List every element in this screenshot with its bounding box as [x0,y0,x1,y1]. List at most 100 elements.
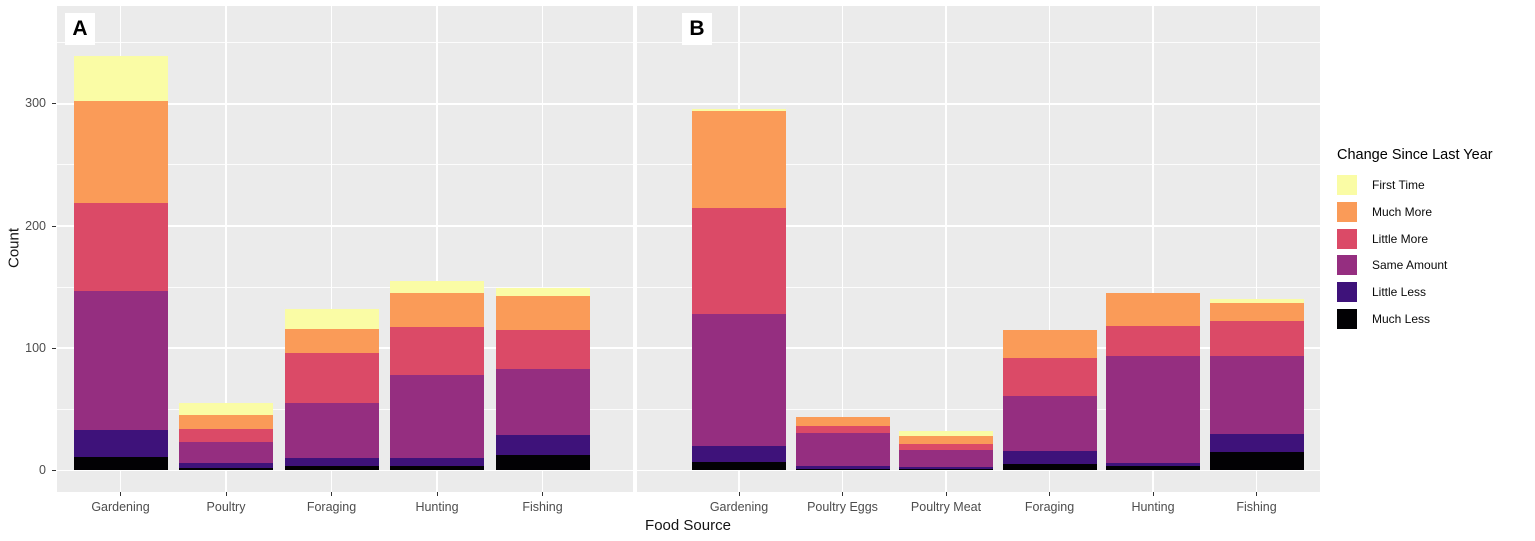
gridline-minor [637,42,1320,44]
bar-segment-poultry-meat-little-more [899,443,993,450]
bar-segment-fishing-same-amount [1209,355,1304,434]
y-tick-label: 0 [39,463,46,477]
legend-label: Same Amount [1372,258,1448,273]
bar-segment-poultry-meat-same-amount [899,449,993,467]
bar-segment-poultry-eggs-much-more [795,416,890,427]
gridline-major [637,347,1320,350]
legend-item-little-more: Little More [1337,228,1493,249]
x-axis-tick [738,492,740,496]
bar-segment-gardening-much-more [73,101,168,203]
gridline-vertical [1255,6,1258,492]
x-axis-tick [331,492,332,496]
legend-swatch-same-amount [1337,255,1357,276]
bar-segment-poultry-meat-much-less [899,469,993,471]
bar-segment-hunting-same-amount [1106,355,1200,464]
bar-segment-gardening-much-less [692,461,786,471]
gridline-minor [637,286,1320,288]
bar-segment-poultry-little-more [179,428,273,443]
x-axis-tick [1049,492,1050,496]
x-tick-label: Fishing [1236,500,1277,514]
legend-swatch-much-more [1337,201,1357,222]
bar-segment-foraging-first-time [284,309,379,329]
y-axis-title: Count [5,227,23,269]
legend-item-little-less: Little Less [1337,282,1493,303]
bar-segment-gardening-little-more [73,202,168,291]
x-axis-tick [842,492,843,496]
bar-segment-gardening-little-less [73,430,168,458]
y-tick-label: 100 [25,340,46,355]
bar-segment-gardening-same-amount [73,290,168,431]
legend-label: Much More [1372,204,1433,219]
x-tick-label: Fishing [522,500,563,514]
gridline-minor [57,42,633,44]
x-axis-tick [1256,492,1257,496]
gridline-vertical [436,6,438,492]
gridline-major [57,102,633,105]
gridline-major [637,225,1320,227]
bar-segment-gardening-little-less [692,446,786,462]
gridline-major [57,469,633,472]
legend-swatch-little-more [1337,228,1357,249]
bar-segment-poultry-eggs-much-less [795,469,890,471]
bar-segment-fishing-much-less [495,454,590,471]
gridline-major [57,225,633,227]
gridline-vertical [1152,6,1154,492]
gridline-vertical [841,6,844,492]
bar-segment-poultry-eggs-same-amount [795,432,890,466]
gridline-vertical [225,6,227,492]
legend-swatch-little-less [1337,282,1357,303]
bar-segment-poultry-meat-little-less [899,466,993,470]
bar-segment-gardening-first-time [73,56,168,102]
x-tick-label: Poultry Meat [910,500,982,514]
bar-segment-foraging-little-more [284,353,379,404]
bar-segment-foraging-little-more [1002,358,1097,396]
x-axis-tick [945,492,947,496]
plot-panel-b: B [637,6,1320,492]
bar-segment-gardening-much-less [73,457,168,471]
bar-segment-foraging-much-more [284,328,379,354]
gridline-major [637,469,1320,472]
y-axis-tick [52,470,56,471]
bar-segment-hunting-much-more [1106,293,1200,327]
bar-segment-poultry-meat-much-more [899,436,993,444]
x-axis-tick [542,492,543,496]
x-axis-tick [1152,492,1154,496]
bar-segment-fishing-much-more [495,295,590,330]
bar-segment-foraging-little-less [284,458,379,466]
bar-segment-poultry-same-amount [179,442,273,464]
bar-segment-poultry-much-more [179,415,273,429]
y-axis-tick [52,347,56,349]
bar-segment-foraging-much-less [1002,464,1097,471]
bar-segment-hunting-much-less [390,465,484,471]
bar-segment-fishing-little-more [1209,321,1304,356]
legend-swatch-much-less [1337,308,1357,329]
bar-segment-fishing-little-less [1209,433,1304,453]
x-tick-label: Poultry Eggs [807,500,878,514]
bar-segment-fishing-much-more [1209,303,1304,322]
legend-swatch-first-time [1337,175,1357,195]
x-axis-tick [436,492,438,496]
bar-segment-hunting-little-more [1106,326,1200,356]
legend-label: Much Less [1372,311,1431,326]
x-tick-label: Gardening [709,500,769,514]
bar-segment-hunting-little-less [390,458,484,466]
gridline-vertical [541,6,544,492]
legend-label: Little More [1372,231,1429,246]
bar-segment-hunting-first-time [390,281,484,294]
gridline-vertical [945,6,947,492]
bar-segment-hunting-much-less [1106,465,1200,471]
panel-label-a: A [65,13,95,45]
gridline-minor [57,286,633,288]
x-tick-label: Foraging [306,500,357,514]
bar-segment-hunting-much-more [390,293,484,328]
bar-segment-gardening-little-more [692,207,786,314]
bar-segment-fishing-little-less [495,435,590,455]
bar-segment-foraging-same-amount [284,403,379,459]
bar-segment-poultry-eggs-little-more [795,426,890,433]
bar-segment-poultry-first-time [179,403,273,416]
gridline-vertical [330,6,333,492]
x-tick-label: Poultry [206,500,246,514]
y-tick-label: 200 [25,218,46,233]
legend: Change Since Last Year First Time Much Mo… [1337,147,1493,336]
